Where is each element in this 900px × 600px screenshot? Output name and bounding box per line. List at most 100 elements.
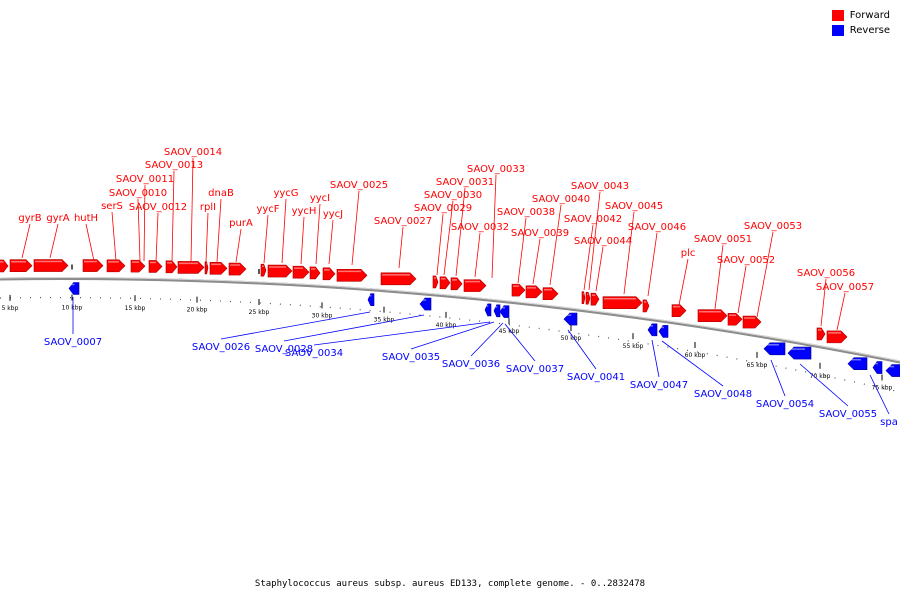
forward-gene-arrow[interactable] xyxy=(130,259,146,273)
forward-gene-arrow[interactable] xyxy=(209,262,228,275)
gene-label-saov-0057[interactable]: SAOV_0057 xyxy=(816,282,874,293)
gene-label-saov-0055[interactable]: SAOV_0055 xyxy=(819,409,877,420)
forward-gene-arrow[interactable] xyxy=(380,272,417,286)
reverse-gene-arrow[interactable] xyxy=(885,364,900,377)
gene-label-saov-0014[interactable]: SAOV_0014 xyxy=(164,147,222,158)
reverse-gene-arrow[interactable] xyxy=(647,323,658,337)
gene-label-saov-0029[interactable]: SAOV_0029 xyxy=(414,203,472,214)
forward-gene-arrow[interactable] xyxy=(826,330,848,344)
forward-gene-arrow[interactable] xyxy=(742,315,762,329)
gene-label-pura[interactable]: purA xyxy=(229,218,253,229)
forward-gene-arrow[interactable] xyxy=(148,260,163,273)
gene-label-saov-0048[interactable]: SAOV_0048 xyxy=(694,389,752,400)
gene-label-saov-0028[interactable]: SAOV_0028 xyxy=(255,344,313,355)
forward-gene-arrow[interactable] xyxy=(336,269,368,282)
reverse-gene-arrow[interactable] xyxy=(787,346,812,360)
gene-label-huth[interactable]: hutH xyxy=(74,213,98,224)
forward-gene-arrow[interactable] xyxy=(82,259,104,272)
gene-label-saov-0056[interactable]: SAOV_0056 xyxy=(797,268,855,279)
gene-label-saov-0041[interactable]: SAOV_0041 xyxy=(567,372,625,383)
gene-label-saov-0010[interactable]: SAOV_0010 xyxy=(109,188,167,199)
reverse-gene-arrow[interactable] xyxy=(563,312,578,326)
gene-label-saov-0034[interactable]: SAOV_0034 xyxy=(285,348,343,359)
gene-label-rpli[interactable]: rplI xyxy=(200,202,216,213)
forward-gene-arrow[interactable] xyxy=(642,299,650,313)
forward-gene-arrow[interactable] xyxy=(439,276,451,290)
forward-gene-arrow[interactable] xyxy=(602,296,643,310)
reverse-gene-arrow[interactable] xyxy=(763,342,786,356)
gene-label-saov-0054[interactable]: SAOV_0054 xyxy=(756,399,814,410)
gene-label-yycg[interactable]: yycG xyxy=(273,188,298,199)
gene-label-saov-0046[interactable]: SAOV_0046 xyxy=(628,222,686,233)
reverse-gene-arrow[interactable] xyxy=(847,357,868,371)
gene-label-saov-0025[interactable]: SAOV_0025 xyxy=(330,180,388,191)
gene-label-saov-0047[interactable]: SAOV_0047 xyxy=(630,380,688,391)
forward-gene-arrow[interactable] xyxy=(322,267,336,281)
gene-label-saov-0053[interactable]: SAOV_0053 xyxy=(744,221,802,232)
gene-label-saov-0044[interactable]: SAOV_0044 xyxy=(574,236,632,247)
forward-gene-arrow[interactable] xyxy=(177,261,205,274)
gene-label-saov-0011[interactable]: SAOV_0011 xyxy=(116,174,174,185)
gene-label-saov-0013[interactable]: SAOV_0013 xyxy=(145,160,203,171)
gene-label-saov-0012[interactable]: SAOV_0012 xyxy=(129,202,187,213)
gene-label-saov-0031[interactable]: SAOV_0031 xyxy=(436,177,494,188)
gene-label-yycj[interactable]: yycJ xyxy=(323,209,343,220)
forward-gene-arrow[interactable] xyxy=(267,264,293,278)
reverse-gene-arrow[interactable] xyxy=(419,297,432,311)
gene-label-dnab[interactable]: dnaB xyxy=(208,188,234,199)
gene-label-saov-0027[interactable]: SAOV_0027 xyxy=(374,216,432,227)
forward-gene-arrow[interactable] xyxy=(228,262,247,276)
forward-gene-arrow[interactable] xyxy=(697,309,728,323)
forward-gene-arrow[interactable] xyxy=(463,279,487,292)
gene-label-saov-0007[interactable]: SAOV_0007 xyxy=(44,337,102,348)
gene-label-saov-0045[interactable]: SAOV_0045 xyxy=(605,201,663,212)
gene-label-saov-0033[interactable]: SAOV_0033 xyxy=(467,164,525,175)
reverse-gene-arrow[interactable] xyxy=(872,361,883,374)
forward-gene-arrow[interactable] xyxy=(585,291,591,305)
forward-gene-arrow[interactable] xyxy=(450,277,463,291)
gene-label-saov-0035[interactable]: SAOV_0035 xyxy=(382,352,440,363)
forward-gene-arrow[interactable] xyxy=(727,312,743,326)
gene-label-saov-0051[interactable]: SAOV_0051 xyxy=(694,234,752,245)
gene-label-saov-0043[interactable]: SAOV_0043 xyxy=(571,181,629,192)
reverse-gene-arrow[interactable] xyxy=(367,293,375,307)
gene-label-saov-0052[interactable]: SAOV_0052 xyxy=(717,255,775,266)
forward-gene-arrow[interactable] xyxy=(33,259,69,272)
reverse-gene-arrow[interactable] xyxy=(499,305,510,318)
forward-gene-arrow[interactable] xyxy=(260,263,267,277)
gene-label-saov-0037[interactable]: SAOV_0037 xyxy=(506,364,564,375)
gene-label-saov-0032[interactable]: SAOV_0032 xyxy=(451,222,509,233)
gene-label-gyra[interactable]: gyrA xyxy=(46,213,69,224)
forward-gene-arrow[interactable] xyxy=(0,259,9,273)
forward-gene-arrow[interactable] xyxy=(432,275,439,289)
forward-gene-arrow[interactable] xyxy=(309,266,321,280)
gene-label-saov-0042[interactable]: SAOV_0042 xyxy=(564,214,622,225)
reverse-gene-arrow[interactable] xyxy=(68,282,80,295)
forward-gene-arrow[interactable] xyxy=(525,285,543,299)
gene-label-saov-0030[interactable]: SAOV_0030 xyxy=(424,190,482,201)
forward-gene-arrow[interactable] xyxy=(9,259,33,273)
forward-gene-arrow[interactable] xyxy=(106,259,126,273)
forward-gene-arrow[interactable] xyxy=(581,291,586,304)
gene-label-saov-0038[interactable]: SAOV_0038 xyxy=(497,207,555,218)
reverse-gene-arrow[interactable] xyxy=(658,325,669,338)
reverse-gene-arrow[interactable] xyxy=(493,304,501,318)
gene-label-plc[interactable]: plc xyxy=(681,248,696,259)
forward-gene-arrow[interactable] xyxy=(816,327,826,341)
gene-label-yych[interactable]: yycH xyxy=(292,206,317,217)
gene-label-saov-0036[interactable]: SAOV_0036 xyxy=(442,359,500,370)
gene-label-saov-0039[interactable]: SAOV_0039 xyxy=(511,228,569,239)
reverse-gene-arrow[interactable] xyxy=(484,303,492,317)
gene-label-saov-0040[interactable]: SAOV_0040 xyxy=(532,194,590,205)
forward-gene-arrow[interactable] xyxy=(511,283,526,297)
gene-label-spa[interactable]: spa xyxy=(880,417,898,428)
gene-label-sers[interactable]: serS xyxy=(101,201,123,212)
forward-gene-arrow[interactable] xyxy=(542,287,559,301)
forward-gene-arrow[interactable] xyxy=(590,292,600,306)
forward-gene-arrow[interactable] xyxy=(165,260,178,274)
gene-label-yyci[interactable]: yycI xyxy=(310,193,330,204)
gene-label-saov-0026[interactable]: SAOV_0026 xyxy=(192,342,250,353)
gene-label-yycf[interactable]: yycF xyxy=(256,204,279,215)
gene-label-gyrb[interactable]: gyrB xyxy=(18,213,41,224)
forward-gene-arrow[interactable] xyxy=(292,265,310,279)
